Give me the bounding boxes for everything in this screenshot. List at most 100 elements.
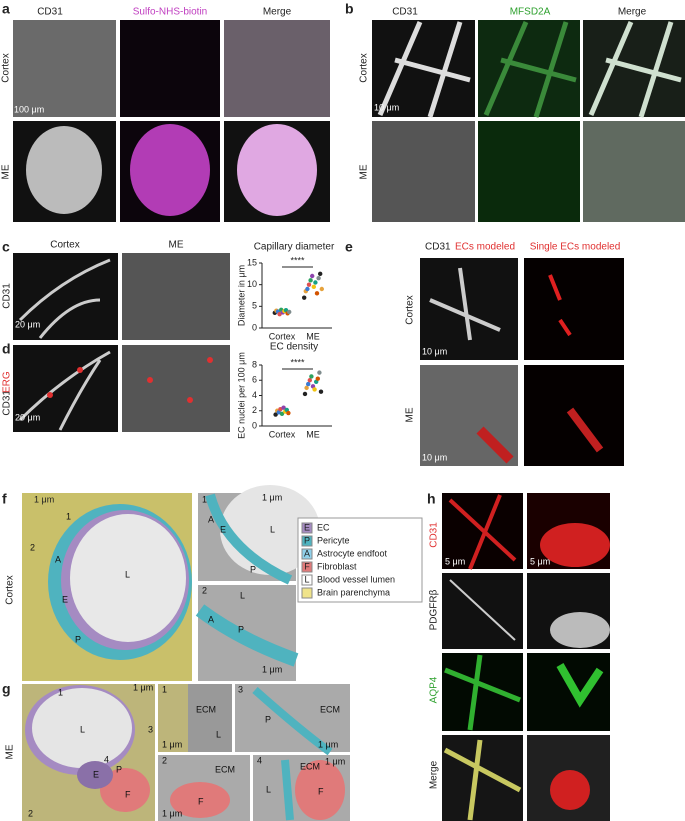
images — [13, 253, 230, 340]
annotation: 4 — [257, 755, 262, 765]
row-label: ME — [405, 407, 416, 422]
annotation: ECM — [215, 764, 235, 774]
panel-label: g — [2, 681, 11, 697]
annotation: L — [270, 524, 275, 534]
annotation: 2 — [202, 585, 207, 595]
annotation: ECM — [196, 704, 216, 714]
data-point — [315, 376, 320, 381]
y-tick-label: 0 — [252, 322, 257, 332]
data-point — [304, 385, 309, 391]
data-point — [281, 405, 286, 410]
data-point — [309, 374, 314, 379]
column-header: Merge — [263, 7, 292, 18]
row-label: CD31 — [2, 283, 13, 309]
images — [22, 485, 320, 681]
legend-key: P — [304, 535, 310, 545]
y-axis-label: EC nuclei per 100 μm — [236, 352, 246, 439]
scale-bar-label: 1 μm — [262, 664, 282, 674]
row-label: Cortex — [1, 53, 12, 82]
annotation: P — [238, 624, 244, 634]
annotation: A — [208, 614, 214, 624]
annotation: L — [125, 569, 130, 579]
legend-text: Pericyte — [317, 535, 350, 545]
annotation: 2 — [30, 542, 35, 552]
column-header: ME — [169, 240, 184, 251]
plot-title: Capillary diameter — [254, 242, 335, 253]
annotation: 1 — [58, 687, 63, 697]
legend-text: EC — [317, 522, 330, 532]
data-point — [286, 410, 291, 416]
data-point — [311, 284, 316, 290]
data-point — [314, 291, 320, 296]
annotation: P — [265, 714, 271, 724]
row-label: Cortex — [359, 53, 370, 82]
annotation: ECM — [320, 704, 340, 714]
row-label: ME — [1, 164, 12, 179]
scale-bar-label: 1 μm — [162, 808, 182, 818]
annotation: P — [75, 634, 81, 644]
legend-text: Brain parenchyma — [317, 587, 390, 597]
legend-key: A — [304, 548, 310, 558]
column-header: Cortex — [50, 240, 79, 251]
panel-label: a — [2, 1, 10, 17]
legend-swatch — [301, 535, 313, 547]
legend-text: Fibroblast — [317, 561, 357, 571]
y-tick-label: 15 — [247, 257, 257, 267]
annotation: L — [266, 784, 271, 794]
images — [22, 684, 350, 821]
data-point — [312, 387, 317, 392]
images — [13, 345, 230, 432]
annotation: F — [318, 786, 324, 796]
y-tick-label: 6 — [252, 375, 257, 385]
row-label: ME — [5, 744, 16, 759]
y-tick-label: 8 — [252, 359, 257, 369]
y-tick-label: 5 — [252, 301, 257, 311]
column-header: ECs modeled — [455, 242, 515, 253]
images — [420, 258, 624, 466]
data-point — [318, 389, 324, 394]
legend-key: L — [304, 574, 309, 584]
annotation: 2 — [28, 808, 33, 818]
panel-label: h — [427, 491, 436, 507]
column-header: CD31 — [392, 7, 418, 18]
legend-swatch — [301, 561, 313, 573]
annotation: P — [116, 764, 122, 774]
data-point — [305, 286, 310, 292]
scale-bar-label: 1 μm — [133, 682, 153, 692]
panel-label: f — [2, 491, 7, 507]
legend-swatch — [301, 522, 313, 534]
y-tick-label: 0 — [252, 420, 257, 430]
panel-label: c — [2, 239, 10, 255]
scale-bar-label: 1 μm — [262, 492, 282, 502]
x-tick-label: Cortex — [269, 429, 296, 439]
annotation: E — [220, 524, 226, 534]
legend-swatch — [301, 548, 313, 560]
data-point — [306, 381, 311, 387]
annotation: F — [198, 796, 204, 806]
x-tick-label: ME — [306, 331, 320, 341]
images — [13, 20, 330, 222]
legend-text: Astrocyte endfoot — [317, 548, 388, 558]
y-tick-label: 4 — [252, 390, 257, 400]
row-label: PDGFRβ — [429, 589, 440, 630]
data-point — [319, 286, 324, 292]
data-point — [306, 282, 312, 287]
data-point — [302, 391, 308, 397]
data-point — [273, 412, 278, 417]
significance-label: **** — [290, 255, 305, 265]
panel-label: e — [345, 239, 353, 255]
legend-text: Blood vessel lumen — [317, 574, 395, 584]
row-label: CD31 — [2, 390, 13, 416]
panel-label: b — [345, 1, 354, 17]
row-label: Merge — [429, 760, 440, 789]
scale-bar-label: 5 μm — [445, 556, 465, 566]
x-tick-label: ME — [306, 429, 320, 439]
images — [442, 493, 610, 821]
data-point — [302, 295, 307, 300]
data-point — [308, 278, 313, 283]
row-label: Cortex — [5, 575, 16, 604]
data-point — [318, 271, 323, 277]
column-header: CD31 — [37, 7, 63, 18]
annotation: 4 — [104, 754, 109, 764]
column-header: Sulfo-NHS-biotin — [133, 7, 207, 18]
